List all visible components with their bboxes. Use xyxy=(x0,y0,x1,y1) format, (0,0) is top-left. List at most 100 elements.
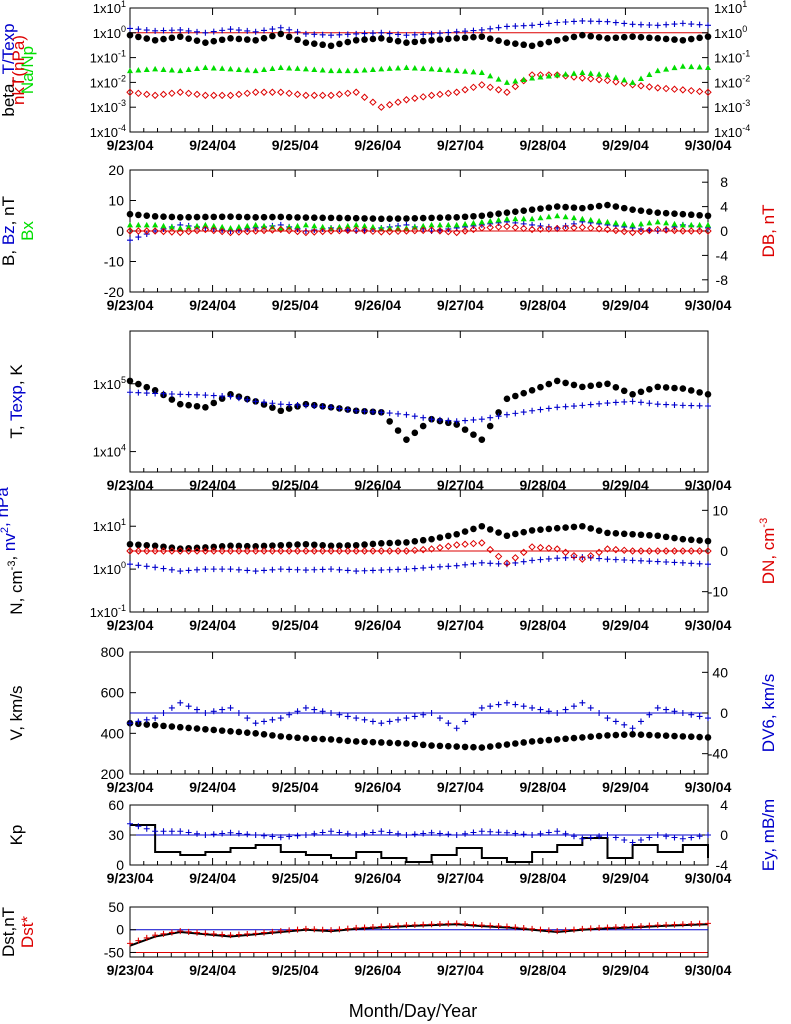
data-point xyxy=(159,90,168,99)
data-point xyxy=(336,214,343,222)
data-point xyxy=(596,217,603,224)
data-point xyxy=(537,21,544,28)
data-point xyxy=(520,831,527,838)
data-point xyxy=(637,21,644,28)
data-point xyxy=(168,34,176,42)
data-point xyxy=(562,524,569,531)
data-point xyxy=(369,408,376,415)
data-point xyxy=(219,830,226,837)
data-point xyxy=(654,832,661,838)
y2-axis-title-part: Ey, mB/m xyxy=(759,799,778,871)
data-point xyxy=(411,223,418,230)
data-point xyxy=(629,21,636,28)
data-point xyxy=(495,529,502,536)
data-point xyxy=(243,36,251,43)
data-point xyxy=(311,403,318,410)
data-point xyxy=(696,560,703,567)
data-point xyxy=(327,547,335,555)
data-point xyxy=(177,67,184,74)
data-point xyxy=(561,548,570,557)
data-point xyxy=(386,215,393,222)
data-point xyxy=(210,566,217,573)
data-point xyxy=(285,405,293,412)
data-point xyxy=(528,543,536,551)
data-point xyxy=(495,24,502,31)
data-point xyxy=(579,31,586,39)
series-texp xyxy=(127,389,711,425)
data-point xyxy=(536,225,545,233)
data-point xyxy=(462,718,469,725)
data-point xyxy=(135,823,142,830)
data-point xyxy=(428,36,435,44)
x-tick-label: 9/25/04 xyxy=(272,962,319,978)
data-point xyxy=(177,699,184,706)
data-point xyxy=(662,384,670,391)
data-point xyxy=(394,98,402,106)
x-tick-label: 9/26/04 xyxy=(354,779,401,795)
data-point xyxy=(604,556,611,563)
data-point xyxy=(168,723,176,730)
data-point xyxy=(662,533,670,541)
data-point xyxy=(436,543,444,552)
data-point xyxy=(663,21,670,28)
data-point xyxy=(327,91,335,100)
data-point xyxy=(302,221,309,228)
data-point xyxy=(336,926,343,933)
data-point xyxy=(478,559,485,566)
data-point xyxy=(395,716,402,723)
data-point xyxy=(462,417,469,424)
data-point xyxy=(134,227,143,235)
data-point xyxy=(688,711,695,718)
data-point xyxy=(378,540,385,547)
data-point xyxy=(201,225,210,234)
data-point xyxy=(369,924,376,930)
data-point xyxy=(503,559,511,567)
data-point xyxy=(452,228,461,237)
data-point xyxy=(696,34,703,42)
series-ttexp xyxy=(127,17,711,39)
data-point xyxy=(361,67,368,73)
data-point xyxy=(327,42,335,50)
data-point xyxy=(252,543,259,550)
data-point xyxy=(587,75,595,83)
data-point xyxy=(152,27,159,34)
data-point xyxy=(629,221,636,228)
data-point xyxy=(252,213,259,221)
data-point xyxy=(587,224,595,232)
data-point xyxy=(637,33,645,41)
y2-axis-title: Ey, mB/m xyxy=(759,799,778,871)
series-ey xyxy=(127,820,711,846)
data-point xyxy=(696,920,703,927)
data-point xyxy=(285,89,293,98)
data-point xyxy=(603,545,612,553)
data-point xyxy=(436,227,444,235)
data-point xyxy=(218,36,226,44)
data-point xyxy=(285,541,293,549)
data-point xyxy=(269,404,276,411)
data-point xyxy=(302,228,310,237)
data-point xyxy=(654,22,661,29)
data-point xyxy=(327,214,335,222)
data-point xyxy=(679,535,687,543)
data-point xyxy=(202,832,209,838)
y-axis-title-part: nv xyxy=(0,533,19,551)
data-point xyxy=(386,923,393,930)
data-point xyxy=(344,567,351,574)
data-point xyxy=(193,90,201,99)
data-point xyxy=(603,76,612,85)
data-point xyxy=(286,401,293,408)
data-point xyxy=(512,740,519,747)
data-point xyxy=(545,225,553,233)
data-point xyxy=(453,418,460,425)
data-point xyxy=(620,731,628,738)
data-point xyxy=(646,34,653,42)
data-point xyxy=(470,416,477,423)
y-tick-label: -10 xyxy=(104,254,124,270)
y2-tick-label: 0 xyxy=(720,705,728,721)
data-point xyxy=(336,405,343,412)
data-point xyxy=(126,377,134,385)
data-point xyxy=(512,77,519,84)
data-point xyxy=(176,33,184,40)
y-tick-label: 1x10-1 xyxy=(90,603,126,620)
data-point xyxy=(286,223,293,230)
